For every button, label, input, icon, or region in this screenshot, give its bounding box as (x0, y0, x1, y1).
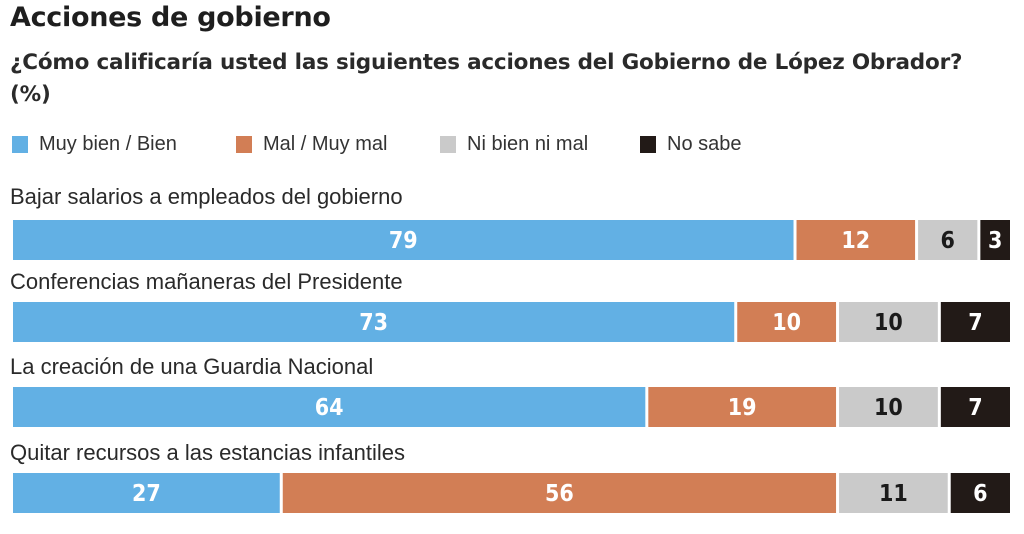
bar-segment (13, 387, 646, 427)
legend-item-muy-bien: Muy bien / Bien (12, 133, 177, 156)
bar-segment (940, 302, 1010, 342)
category-label: Bajar salarios a empleados del gobierno (10, 184, 403, 209)
legend-item-ni-bien-ni-mal: Ni bien ni mal (440, 133, 588, 156)
legend-swatch (12, 136, 28, 153)
category-label: Conferencias mañaneras del Presidente (10, 269, 403, 294)
data-label: 10 (874, 310, 903, 336)
legend-label: Mal / Muy mal (263, 133, 388, 155)
bar-segment (13, 302, 735, 342)
bar-segment (839, 473, 948, 513)
data-label: 56 (545, 481, 574, 507)
legend-item-mal: Mal / Muy mal (236, 133, 387, 156)
bar-row: 79 12 6 3 (13, 220, 1010, 260)
data-label: 27 (132, 481, 161, 507)
data-label: 64 (315, 395, 344, 421)
bar-row: 64 19 10 7 (13, 387, 1010, 427)
bar-segment (839, 387, 938, 427)
bar-segment (796, 220, 916, 260)
data-label: 73 (359, 310, 388, 336)
bar-segment (918, 220, 978, 260)
legend-label: Ni bien ni mal (467, 133, 589, 155)
bar-segment (13, 220, 794, 260)
bar-segment (950, 473, 1010, 513)
bar-row: 27 56 11 6 (13, 473, 1010, 513)
data-label: 79 (389, 228, 418, 254)
data-label: 19 (728, 395, 757, 421)
data-label: 10 (874, 395, 903, 421)
bar-segment (737, 302, 837, 342)
bar-segment (282, 473, 837, 513)
legend-item-no-sabe: No sabe (640, 133, 742, 156)
legend-label: No sabe (667, 133, 742, 155)
chart-title: Acciones de gobierno (10, 2, 331, 33)
bar-row: 73 10 10 7 (13, 302, 1010, 342)
legend-swatch (640, 136, 656, 153)
legend-label: Muy bien / Bien (39, 133, 177, 155)
data-label: 11 (879, 481, 908, 507)
bar-segment (839, 302, 938, 342)
bar-segment (13, 473, 280, 513)
data-label: 7 (968, 310, 982, 336)
data-label: 6 (941, 228, 955, 254)
data-label: 7 (968, 395, 982, 421)
bar-segment (648, 387, 837, 427)
legend-swatch (236, 136, 252, 153)
data-label: 10 (772, 310, 801, 336)
legend-swatch (440, 136, 456, 153)
data-label: 3 (988, 228, 1002, 254)
bar-segment (980, 220, 1010, 260)
chart-subtitle: ¿Cómo calificaría usted las siguientes a… (10, 50, 963, 107)
category-label: Quitar recursos a las estancias infantil… (10, 440, 405, 465)
category-label: La creación de una Guardia Nacional (10, 354, 374, 379)
data-label: 12 (841, 228, 870, 254)
data-label: 6 (973, 481, 987, 507)
bar-segment (940, 387, 1010, 427)
